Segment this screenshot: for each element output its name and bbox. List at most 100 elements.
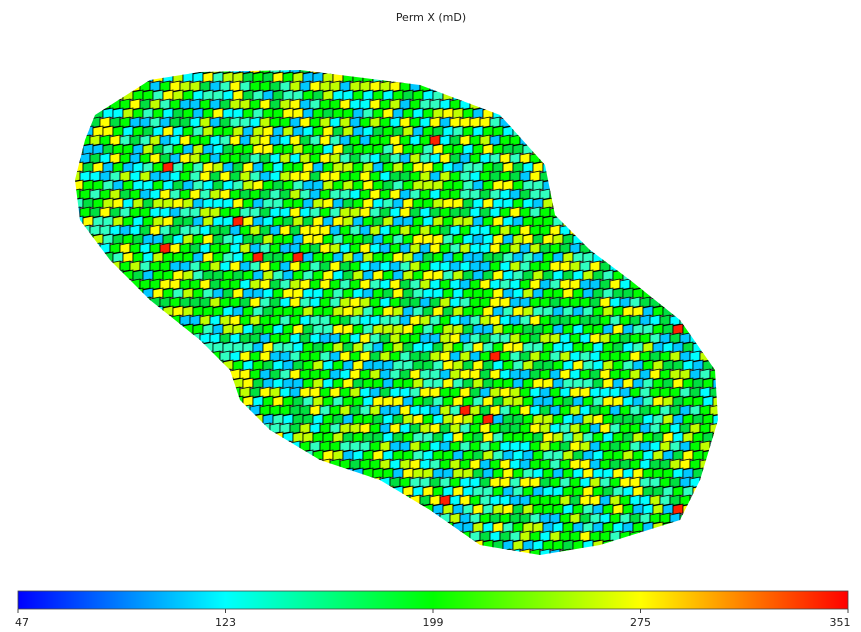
grid-cell <box>423 576 433 587</box>
grid-cell <box>669 116 681 129</box>
grid-cell <box>130 567 140 578</box>
grid-cell <box>119 476 131 489</box>
grid-cell <box>152 359 164 372</box>
grid-cell <box>743 612 753 623</box>
grid-cell <box>82 413 94 426</box>
grid-cell <box>89 476 101 489</box>
grid-cell <box>223 558 233 569</box>
grid-cell <box>790 171 800 182</box>
grid-cell <box>599 80 611 93</box>
grid-cell <box>592 215 604 228</box>
grid-cell <box>793 450 803 461</box>
grid-cell <box>75 170 81 183</box>
grid-cell <box>720 351 730 362</box>
grid-cell <box>803 306 813 317</box>
grid-cell <box>760 117 770 128</box>
grid-cell <box>499 80 511 93</box>
grid-cell <box>182 449 194 462</box>
grid-cell <box>803 414 813 425</box>
grid-cell <box>783 342 793 353</box>
grid-cell <box>449 70 461 75</box>
grid-cell <box>642 143 654 156</box>
grid-cell <box>712 377 718 390</box>
grid-cell <box>50 189 60 200</box>
grid-cell <box>579 206 591 219</box>
grid-cell <box>243 612 253 623</box>
grid-cell <box>723 216 733 227</box>
grid-cell <box>790 495 800 506</box>
grid-cell <box>480 567 490 578</box>
grid-cell <box>152 431 164 444</box>
grid-cell <box>122 449 134 462</box>
grid-cell <box>783 144 793 155</box>
grid-cell <box>743 468 753 479</box>
grid-cell <box>790 621 800 632</box>
grid-cell <box>310 567 320 578</box>
grid-cell <box>720 513 730 524</box>
grid-cell <box>750 153 760 164</box>
grid-cell <box>683 612 693 623</box>
grid-cell <box>712 161 718 174</box>
grid-cell <box>599 206 611 219</box>
grid-cell <box>172 521 184 534</box>
grid-cell <box>109 512 121 525</box>
grid-cell <box>92 323 104 336</box>
grid-cell <box>760 297 770 308</box>
grid-cell <box>743 342 753 353</box>
grid-cell <box>82 305 94 318</box>
grid-cell <box>139 494 151 507</box>
grid-cell <box>159 476 171 489</box>
grid-cell <box>730 81 740 92</box>
grid-cell <box>132 449 144 462</box>
grid-cell <box>642 107 654 120</box>
grid-cell <box>210 567 220 578</box>
grid-cell <box>633 576 643 587</box>
grid-cell <box>740 153 750 164</box>
grid-cell <box>803 450 813 461</box>
grid-cell <box>370 621 380 632</box>
grid-cell <box>139 332 151 345</box>
grid-cell <box>129 314 141 327</box>
grid-cell <box>723 72 733 83</box>
grid-cell <box>592 143 604 156</box>
grid-cell <box>263 558 273 569</box>
grid-cell <box>53 522 63 533</box>
grid-cell <box>273 558 283 569</box>
grid-cell <box>75 71 84 84</box>
grid-cell <box>329 548 341 555</box>
grid-cell <box>803 378 813 389</box>
colorbar <box>17 590 849 610</box>
grid-cell <box>99 422 111 435</box>
grid-cell <box>310 621 320 632</box>
grid-cell <box>763 378 773 389</box>
grid-cell <box>79 224 91 237</box>
grid-cell <box>139 350 151 363</box>
grid-cell <box>619 70 631 75</box>
grid-cell <box>92 431 104 444</box>
grid-cell <box>613 576 623 587</box>
grid-cell <box>500 621 510 632</box>
grid-cell <box>323 576 333 587</box>
grid-cell <box>740 99 750 110</box>
grid-cell <box>770 567 780 578</box>
grid-cell <box>539 116 551 129</box>
grid-cell <box>300 621 310 632</box>
grid-cell <box>720 225 730 236</box>
grid-cell <box>712 395 718 408</box>
grid-cell <box>79 476 91 489</box>
grid-cell <box>760 333 770 344</box>
grid-cell <box>609 152 621 165</box>
grid-cell <box>190 621 200 632</box>
grid-cell <box>642 179 654 192</box>
grid-cell <box>82 377 94 390</box>
grid-cell <box>232 485 244 498</box>
grid-cell <box>503 576 513 587</box>
grid-cell <box>639 260 651 273</box>
grid-cell <box>60 225 70 236</box>
grid-cell <box>329 458 341 471</box>
grid-cell <box>172 413 184 426</box>
grid-cell <box>159 350 171 363</box>
grid-cell <box>569 70 581 75</box>
grid-cell <box>589 170 601 183</box>
grid-cell <box>152 467 164 480</box>
